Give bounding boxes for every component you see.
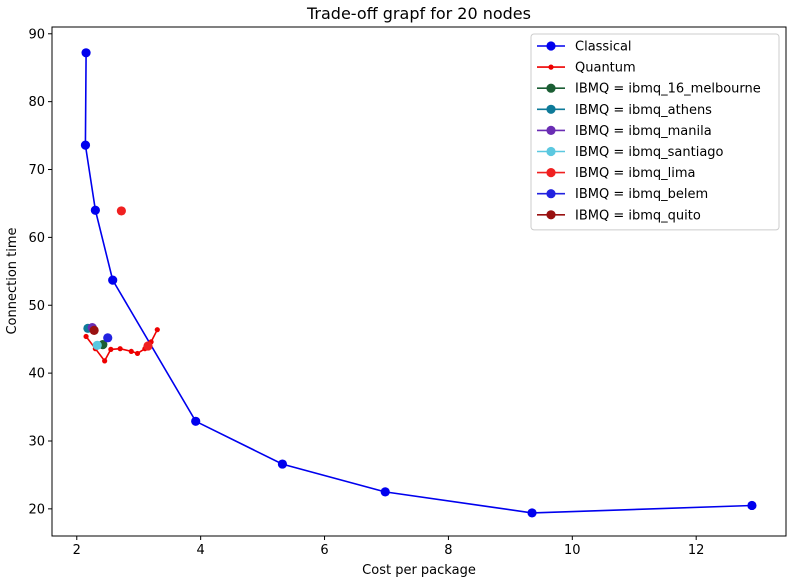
y-tick-label: 50 bbox=[28, 299, 45, 314]
y-axis: 20 30 40 50 60 70 80 90 bbox=[28, 27, 52, 517]
legend-label: Quantum bbox=[575, 61, 636, 76]
data-point bbox=[154, 327, 160, 333]
plot-area bbox=[80, 48, 757, 518]
y-tick-label: 90 bbox=[28, 27, 45, 42]
legend-label: IBMQ = ibmq_athens bbox=[575, 103, 712, 118]
series-6 bbox=[116, 206, 153, 351]
data-point bbox=[92, 340, 102, 350]
series-5 bbox=[92, 340, 102, 350]
legend-marker bbox=[546, 104, 556, 114]
legend-item: IBMQ = ibmq_santiago bbox=[537, 145, 724, 160]
legend-marker bbox=[546, 189, 556, 199]
data-point bbox=[134, 350, 141, 357]
x-tick-label: 4 bbox=[197, 543, 205, 558]
x-tick-label: 6 bbox=[320, 543, 328, 558]
data-point bbox=[117, 346, 123, 352]
data-point bbox=[81, 48, 91, 58]
plot-frame bbox=[51, 26, 787, 537]
x-tick-label: 10 bbox=[564, 543, 581, 558]
legend-label: IBMQ = ibmq_manila bbox=[575, 124, 712, 139]
x-tick-label: 2 bbox=[73, 543, 81, 558]
legend-label: IBMQ = ibmq_quito bbox=[575, 208, 701, 223]
legend-marker bbox=[546, 146, 556, 157]
legend-marker bbox=[546, 83, 556, 93]
data-point bbox=[277, 459, 288, 469]
y-tick-label: 20 bbox=[28, 502, 45, 517]
data-point bbox=[80, 140, 91, 150]
legend-item: Quantum bbox=[537, 61, 636, 76]
legend-marker bbox=[546, 41, 556, 51]
series-7 bbox=[103, 333, 113, 343]
data-point bbox=[90, 205, 100, 215]
y-tick-label: 40 bbox=[28, 367, 45, 382]
x-tick-label: 8 bbox=[444, 543, 452, 558]
data-point bbox=[143, 341, 153, 351]
y-axis-label: Connection time bbox=[5, 227, 20, 334]
legend-item: IBMQ = ibmq_quito bbox=[537, 208, 701, 223]
x-axis-label: Cost per package bbox=[362, 563, 476, 578]
data-point bbox=[747, 500, 757, 511]
legend-marker bbox=[546, 168, 556, 178]
legend-item: IBMQ = ibmq_manila bbox=[537, 124, 712, 139]
data-point bbox=[108, 346, 114, 352]
x-tick-label: 12 bbox=[688, 543, 705, 558]
legend-label: Classical bbox=[575, 40, 632, 55]
data-point bbox=[102, 358, 108, 364]
legend-label: IBMQ = ibmq_lima bbox=[575, 166, 696, 181]
legend-label: IBMQ = ibmq_santiago bbox=[575, 145, 724, 160]
data-point bbox=[108, 275, 118, 285]
data-point bbox=[103, 333, 113, 343]
legend-marker bbox=[546, 210, 556, 220]
data-point bbox=[380, 487, 390, 497]
legend-label: IBMQ = ibmq_16_melbourne bbox=[575, 82, 761, 97]
legend-item: IBMQ = ibmq_lima bbox=[537, 166, 696, 181]
data-point bbox=[83, 333, 89, 340]
legend-item: IBMQ = ibmq_belem bbox=[537, 187, 708, 202]
legend-item: Classical bbox=[537, 40, 632, 55]
y-tick-label: 60 bbox=[28, 231, 45, 246]
legend-marker bbox=[548, 64, 554, 70]
legend-marker bbox=[546, 125, 556, 135]
legend-label: IBMQ = ibmq_belem bbox=[575, 187, 708, 202]
series-8 bbox=[89, 325, 99, 335]
y-tick-label: 80 bbox=[28, 95, 45, 110]
y-tick-label: 70 bbox=[28, 163, 45, 178]
x-axis: 2 4 6 8 10 12 bbox=[73, 536, 705, 558]
data-point bbox=[128, 348, 134, 355]
data-point bbox=[89, 325, 99, 335]
legend-item: IBMQ = ibmq_athens bbox=[537, 103, 712, 118]
legend-item: IBMQ = ibmq_16_melbourne bbox=[537, 82, 761, 97]
data-point bbox=[116, 206, 126, 216]
data-point bbox=[191, 416, 201, 426]
series-0 bbox=[80, 48, 757, 518]
legend-box bbox=[530, 33, 780, 231]
legend: Classical Quantum IBMQ = ibmq_16_melbourne… bbox=[530, 33, 780, 231]
chart-title: Trade-off grapf for 20 nodes bbox=[306, 4, 531, 23]
y-tick-label: 30 bbox=[28, 434, 45, 449]
data-point bbox=[527, 508, 537, 518]
